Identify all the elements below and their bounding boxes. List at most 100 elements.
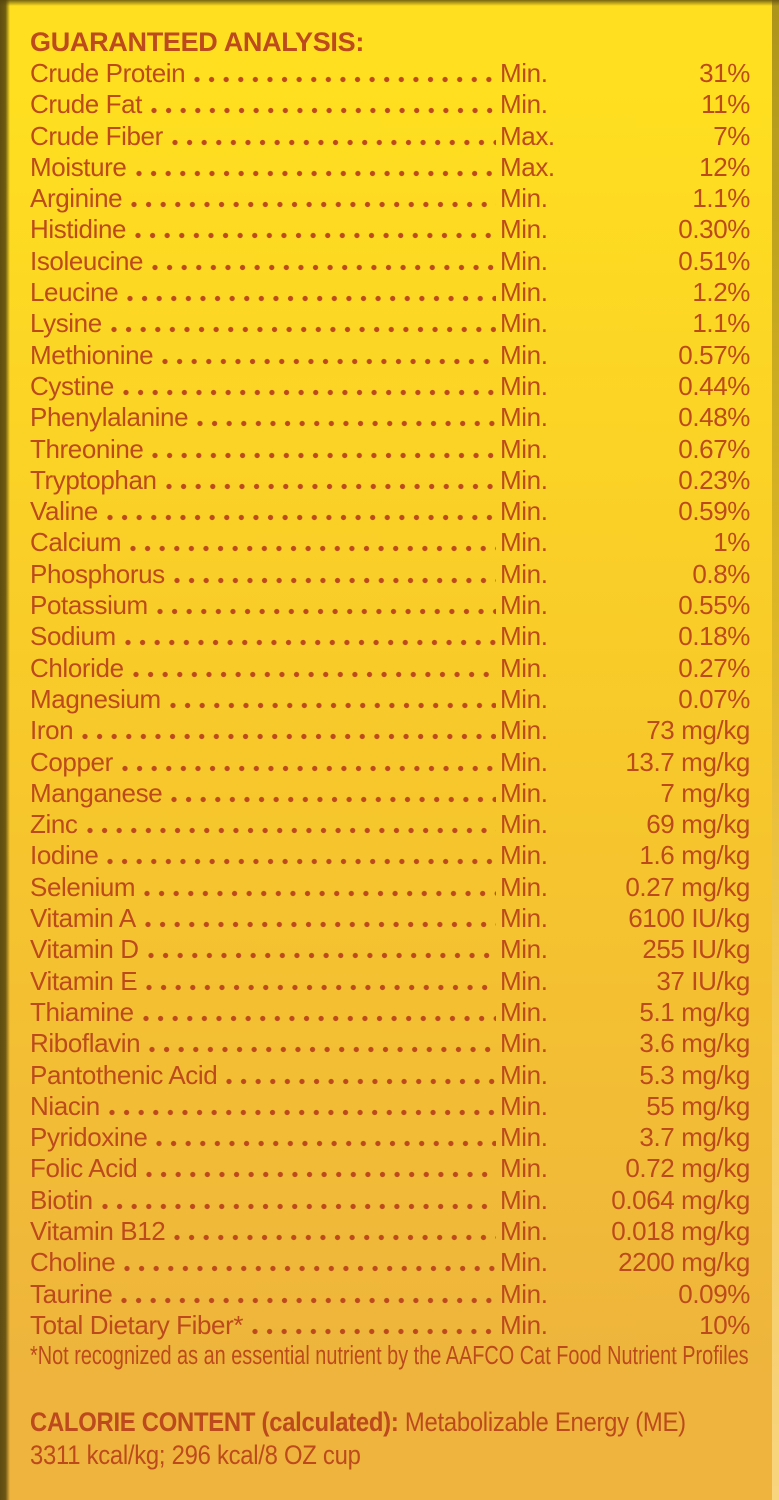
min-max-label: Max. (500, 151, 555, 182)
nutrient-value: 255 IU/kg (642, 934, 750, 965)
min-max-label: Min. (500, 809, 548, 840)
dot-leader (156, 590, 496, 622)
min-max-label: Min. (500, 308, 548, 339)
dot-leader (86, 809, 496, 841)
nutrient-name: Choline (30, 1247, 116, 1278)
nutrient-name: Vitamin E (30, 965, 138, 996)
dot-leader (121, 746, 496, 778)
nutrient-value: 1.2% (692, 277, 750, 308)
dot-leader (152, 245, 496, 278)
nutrient-name: Iodine (30, 840, 99, 871)
nutrient-row: Taurine Min. 0.09% (30, 1278, 750, 1310)
dot-leader (146, 1153, 496, 1185)
min-max-label: Min. (500, 1153, 548, 1184)
dot-leader (142, 996, 496, 1029)
nutrient-row: Potassium Min. 0.55% (30, 590, 750, 622)
min-max-label: Min. (500, 245, 548, 276)
dot-leader (144, 871, 496, 904)
nutrient-name: Crude Fat (30, 89, 143, 120)
nutrient-value: 0.27 mg/kg (625, 871, 750, 902)
min-max-label: Min. (500, 58, 548, 88)
nutrient-row: Calcium Min. 1% (30, 527, 750, 559)
nutrient-value: 1% (713, 527, 750, 558)
min-max-label: Min. (500, 652, 548, 683)
min-max-label: Min. (500, 777, 548, 808)
min-max-label: Max. (500, 120, 555, 151)
nutrient-value: 0.44% (678, 370, 750, 401)
dot-leader (124, 1247, 496, 1279)
nutrient-name: Valine (30, 496, 98, 527)
nutrient-name: Calcium (30, 527, 122, 558)
min-max-label: Min. (500, 1247, 548, 1278)
nutrient-row: Moisture Max. 12% (30, 151, 750, 184)
analysis-table: Crude Protein Min. 31% Crude Fat Min. 11… (30, 58, 750, 1342)
dot-leader (135, 151, 496, 184)
nutrient-row: Tryptophan Min. 0.23% (30, 464, 750, 497)
min-max-label: Min. (500, 903, 548, 934)
nutrient-value: 5.1 mg/kg (639, 996, 750, 1027)
nutrient-row: Biotin Min. 0.064 mg/kg (30, 1184, 750, 1216)
nutrient-name: Thiamine (30, 996, 134, 1027)
nutrient-value: 55 mg/kg (646, 1090, 750, 1121)
nutrient-row: Lysine Min. 1.1% (30, 308, 750, 340)
dot-leader (108, 1090, 496, 1123)
nutrient-value: 0.8% (692, 558, 750, 589)
nutrient-row: Vitamin E Min. 37 IU/kg (30, 965, 750, 997)
min-max-label: Min. (500, 1028, 548, 1059)
nutrient-name: Chloride (30, 652, 124, 683)
nutrient-value: 0.07% (678, 683, 750, 714)
nutrient-value: 1.6 mg/kg (639, 840, 750, 871)
min-max-label: Min. (500, 683, 548, 714)
min-max-label: Min. (500, 558, 548, 589)
nutrient-value: 0.064 mg/kg (611, 1184, 750, 1215)
min-max-label: Min. (500, 934, 548, 965)
dot-leader (107, 840, 496, 872)
nutrient-name: Pyridoxine (30, 1122, 148, 1153)
nutrient-value: 6100 IU/kg (628, 903, 750, 934)
nutrient-row: Leucine Min. 1.2% (30, 277, 750, 309)
min-max-label: Min. (500, 590, 548, 621)
min-max-label: Min. (500, 1122, 548, 1153)
calorie-content-block: CALORIE CONTENT (calculated): Metaboliza… (30, 1406, 686, 1472)
nutrient-value: 0.018 mg/kg (611, 1215, 750, 1246)
nutrient-value: 3.6 mg/kg (639, 1028, 750, 1059)
dot-leader (101, 1184, 496, 1216)
calorie-content-heading: CALORIE CONTENT (calculated): (30, 1407, 399, 1438)
dot-leader (165, 464, 496, 497)
nutrient-name: Potassium (30, 590, 148, 621)
dot-leader (171, 777, 496, 810)
min-max-label: Min. (500, 1184, 548, 1215)
nutrient-value: 11% (701, 89, 750, 120)
min-max-label: Min. (500, 496, 548, 527)
nutrient-name: Zinc (30, 809, 78, 840)
nutrient-value: 0.18% (678, 621, 750, 652)
min-max-label: Min. (500, 402, 548, 433)
min-max-label: Min. (500, 214, 548, 245)
nutrient-value: 1.1% (692, 308, 750, 339)
nutrient-name: Phenylalanine (30, 402, 189, 433)
dot-leader (121, 1278, 496, 1310)
nutrient-value: 0.48% (678, 402, 750, 433)
dot-leader (194, 58, 496, 90)
nutrient-row: Folic Acid Min. 0.72 mg/kg (30, 1153, 750, 1185)
nutrient-value: 3.7 mg/kg (639, 1122, 750, 1153)
nutrient-value: 0.55% (678, 590, 750, 621)
nutrient-value: 2200 mg/kg (618, 1247, 750, 1278)
package-right-edge-shading (772, 0, 779, 1500)
nutrient-row: Phosphorus Min. 0.8% (30, 558, 750, 591)
section-title: GUARANTEED ANALYSIS: (30, 27, 365, 57)
nutrient-value: 73 mg/kg (646, 715, 750, 746)
nutrient-name: Vitamin B12 (30, 1215, 166, 1246)
nutrient-row: Iodine Min. 1.6 mg/kg (30, 840, 750, 872)
nutrient-row: Methionine Min. 0.57% (30, 339, 750, 371)
nutrient-row: Crude Protein Min. 31% (30, 58, 750, 90)
nutrient-name: Pantothenic Acid (30, 1059, 218, 1090)
nutrient-row: Manganese Min. 7 mg/kg (30, 777, 750, 810)
dot-leader (127, 277, 496, 309)
nutrient-name: Vitamin D (30, 934, 139, 965)
nutrient-value: 0.59% (678, 496, 750, 527)
dot-leader (147, 934, 496, 966)
dot-leader (124, 621, 496, 653)
nutrient-row: Cystine Min. 0.44% (30, 370, 750, 403)
